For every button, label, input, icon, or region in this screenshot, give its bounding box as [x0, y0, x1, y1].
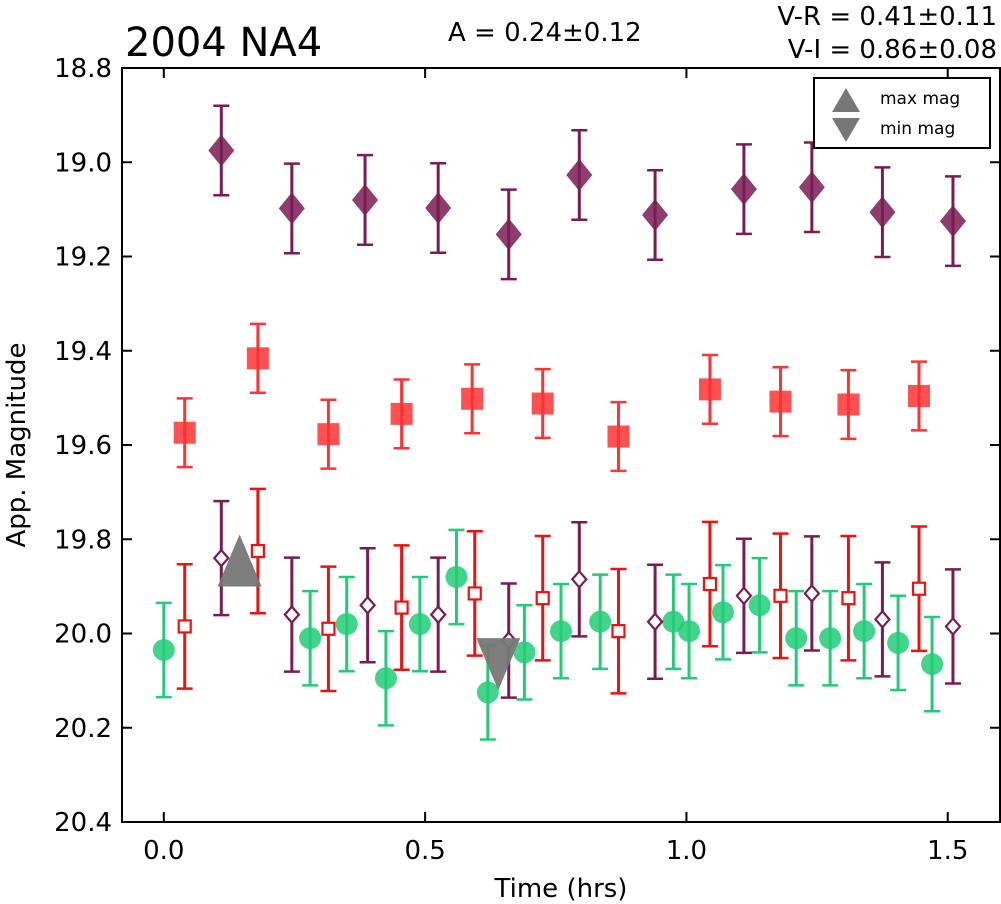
- series-square-filled: [173, 322, 930, 473]
- plot-frame: [121, 67, 1001, 823]
- data-point-diamond: [425, 191, 452, 224]
- data-point-diamond: [283, 604, 301, 625]
- min-mag-triangle-icon: [832, 118, 860, 142]
- x-tick-label: 0.0: [143, 836, 184, 866]
- data-point-circle: [445, 565, 468, 588]
- y-tick-label: 20.2: [54, 714, 112, 744]
- data-point-square: [911, 581, 927, 596]
- series-square-open: [176, 487, 927, 695]
- data-point-circle: [550, 620, 572, 643]
- y-tick-label: 20.4: [54, 808, 112, 838]
- v-r-color-annotation: V-R = 0.41±0.11: [777, 2, 997, 32]
- data-point-square: [769, 390, 792, 413]
- series-circle-filled: [152, 528, 944, 741]
- data-point-square: [250, 543, 265, 559]
- v-i-color-annotation: V-I = 0.86±0.08: [788, 35, 997, 65]
- data-point-square: [698, 378, 721, 401]
- data-point-diamond: [495, 218, 522, 251]
- series-triangle-down-filled: [476, 638, 521, 691]
- data-point-diamond: [803, 583, 821, 604]
- data-point-square: [841, 591, 856, 606]
- data-point-diamond: [939, 205, 966, 238]
- min-mag-marker: [476, 638, 521, 691]
- data-point-circle: [513, 641, 536, 664]
- data-point-circle: [748, 594, 771, 617]
- data-point-square: [173, 421, 196, 444]
- data-point-diamond: [642, 199, 669, 232]
- data-point-square: [535, 591, 550, 606]
- y-tick-label: 19.0: [54, 148, 112, 178]
- data-point-circle: [678, 620, 701, 643]
- legend-label-min-mag: min mag: [880, 119, 955, 139]
- data-point-diamond: [212, 548, 230, 568]
- data-point-circle: [921, 653, 944, 676]
- x-tick-label: 1.0: [666, 836, 707, 866]
- data-point-square: [321, 621, 336, 636]
- amplitude-annotation: A = 0.24±0.12: [448, 18, 642, 48]
- data-point-circle: [335, 613, 358, 636]
- data-point-square: [607, 425, 630, 448]
- data-point-diamond: [735, 586, 753, 606]
- data-point-circle: [785, 627, 808, 650]
- data-point-circle: [476, 681, 499, 704]
- max-mag-marker: [217, 534, 262, 587]
- data-point-square: [394, 600, 409, 615]
- legend-label-max-mag: max mag: [880, 89, 960, 109]
- data-point-circle: [819, 627, 842, 650]
- data-point-circle: [589, 610, 612, 633]
- y-axis-label: App. Magnitude: [2, 342, 32, 547]
- series-diamond-filled: [208, 104, 966, 281]
- x-axis-label: Time (hrs): [494, 874, 628, 904]
- chart-title: 2004 NA4: [125, 20, 322, 66]
- data-point-square: [611, 624, 626, 639]
- data-point-circle: [374, 667, 397, 690]
- y-tick-label: 19.2: [54, 243, 112, 273]
- legend: max mag min mag: [813, 77, 991, 149]
- data-point-square: [837, 393, 860, 416]
- data-point-diamond: [646, 612, 664, 632]
- data-point-square: [461, 387, 484, 410]
- data-point-diamond: [873, 609, 891, 630]
- max-mag-triangle-icon: [832, 88, 860, 112]
- series-diamond-open: [212, 499, 962, 699]
- data-point-diamond: [208, 134, 235, 167]
- data-point-square: [177, 619, 192, 634]
- data-point-diamond: [944, 616, 962, 637]
- data-point-square: [390, 402, 413, 425]
- data-point-diamond: [278, 192, 305, 225]
- data-point-diamond: [429, 604, 447, 625]
- data-point-square: [702, 576, 718, 592]
- series-triangle-up-filled: [217, 534, 262, 587]
- data-point-circle: [152, 638, 175, 661]
- data-point-diamond: [869, 196, 896, 229]
- data-point-circle: [299, 627, 322, 650]
- x-tick-label: 1.5: [927, 836, 968, 866]
- data-point-diamond: [359, 595, 377, 615]
- y-tick-label: 19.6: [54, 431, 112, 461]
- data-marks: [152, 104, 966, 741]
- data-point-circle: [408, 613, 431, 636]
- axes: 0.0 0.5 1.0 1.5 18.8 19.0 19.2 19.4 19.6 19.8 20.0…: [54, 54, 1000, 866]
- y-tick-label: 18.8: [54, 54, 112, 84]
- y-tick-label: 19.4: [54, 337, 112, 367]
- data-point-square: [467, 586, 482, 601]
- data-point-diamond: [798, 171, 825, 204]
- data-point-square: [907, 384, 930, 407]
- data-point-diamond: [352, 183, 379, 216]
- data-point-square: [773, 588, 788, 603]
- y-tick-label: 19.8: [54, 525, 112, 555]
- y-tick-label: 20.0: [54, 620, 112, 650]
- data-point-circle: [712, 601, 735, 624]
- data-point-diamond: [570, 569, 588, 589]
- data-point-circle: [887, 631, 910, 654]
- data-point-square: [246, 347, 269, 370]
- data-point-diamond: [730, 173, 757, 206]
- data-point-square: [317, 423, 340, 446]
- x-tick-label: 0.5: [404, 836, 445, 866]
- data-point-circle: [853, 620, 876, 643]
- data-point-square: [531, 392, 554, 415]
- data-point-diamond: [566, 158, 593, 191]
